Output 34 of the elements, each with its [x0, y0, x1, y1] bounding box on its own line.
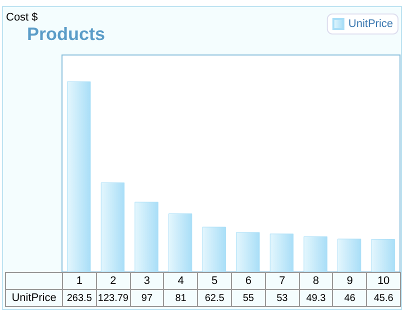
bar — [202, 226, 226, 272]
data-label: 53 — [265, 290, 300, 306]
data-label: 49.3 — [299, 290, 333, 306]
legend-label: UnitPrice — [348, 18, 393, 30]
data-label: 123.79 — [96, 290, 130, 306]
data-label: 263.5 — [62, 290, 96, 306]
x-tick-label: 1 — [62, 272, 96, 290]
bar — [168, 213, 192, 272]
x-tick-label: 2 — [96, 272, 130, 290]
bar — [270, 234, 294, 272]
bar — [100, 182, 125, 272]
bar — [236, 232, 260, 272]
x-tick-label: 3 — [130, 272, 164, 290]
x-tick-label: 8 — [299, 272, 333, 290]
chart-title: Products — [27, 24, 106, 44]
bar — [134, 202, 158, 272]
bar — [337, 238, 362, 272]
x-tick-label: 5 — [198, 272, 232, 290]
text: Cost $ — [6, 12, 38, 24]
x-tick-label: 10 — [366, 272, 400, 290]
data-label: 97 — [130, 290, 164, 306]
data-label: 62.5 — [198, 290, 232, 306]
text: UnitPrice — [12, 292, 56, 304]
bar — [371, 239, 395, 272]
data-label: 45.6 — [366, 290, 400, 306]
x-tick-label: 9 — [332, 272, 367, 290]
data-label: 55 — [231, 290, 266, 306]
bar — [304, 236, 328, 272]
bar — [67, 81, 91, 272]
data-label: 46 — [332, 290, 367, 306]
x-tick-label: 7 — [265, 272, 300, 290]
x-tick-label: 6 — [231, 272, 266, 290]
x-tick-label: 4 — [164, 272, 198, 290]
data-label: 81 — [164, 290, 198, 306]
